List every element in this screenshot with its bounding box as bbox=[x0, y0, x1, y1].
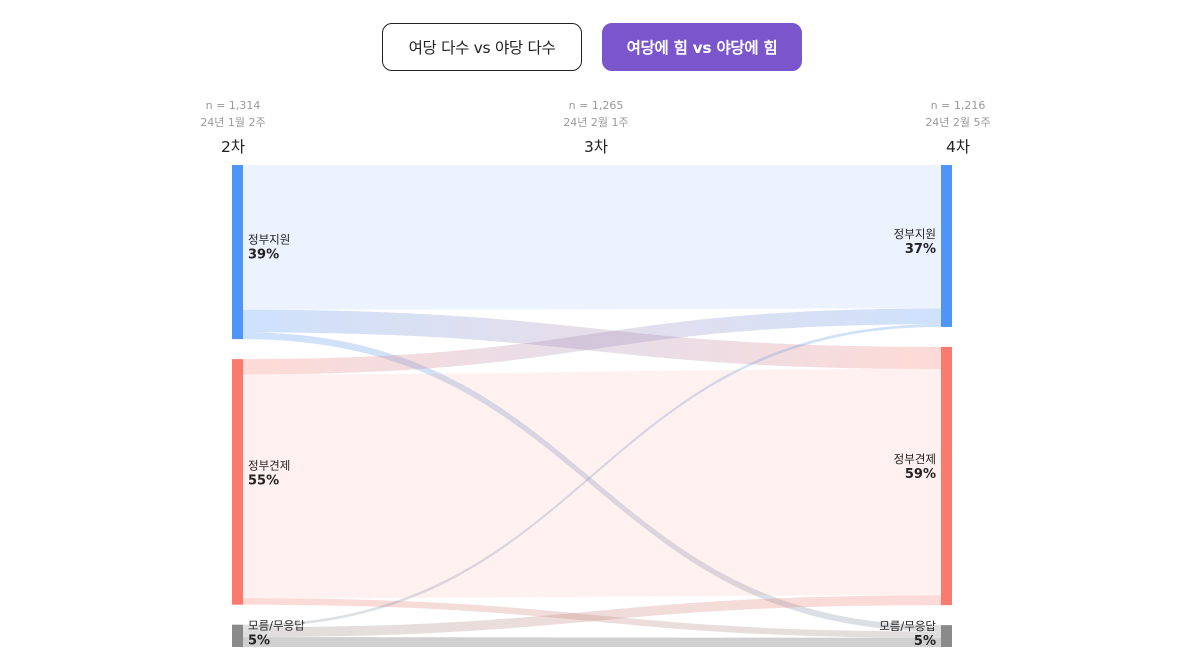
target-node-label-support: 정부지원 bbox=[894, 227, 936, 241]
flow-links bbox=[243, 165, 941, 647]
majority-toggle-button[interactable]: 여당 다수 vs 야당 다수 bbox=[382, 23, 582, 71]
sankey-nodes: 정부지원39%정부견제55%모름/무응답5%정부지원37%정부견제59%모름/무… bbox=[232, 165, 952, 649]
power-toggle-button[interactable]: 여당에 힘 vs 야당에 힘 bbox=[602, 23, 802, 71]
target-node-pct-check: 59% bbox=[905, 467, 936, 482]
flow-support-to-support bbox=[243, 165, 941, 310]
source-node-unknown bbox=[232, 624, 243, 647]
source-node-label-check: 정부견제 bbox=[248, 459, 290, 473]
flow-unknown-to-support bbox=[243, 324, 941, 628]
wave-header-4: n = 1,216 24년 2월 5주 4차 bbox=[883, 97, 1033, 158]
flow-unknown-to-unknown bbox=[243, 637, 941, 647]
wave-label: 3차 bbox=[583, 138, 609, 156]
wave-sample-size: n = 1,265 bbox=[568, 99, 624, 112]
target-node-support bbox=[941, 165, 952, 327]
source-node-pct-unknown: 5% bbox=[248, 634, 270, 649]
target-node-unknown bbox=[941, 625, 952, 647]
wave-sample-size: n = 1,216 bbox=[930, 99, 986, 112]
wave-header-3: n = 1,265 24년 2월 1주 3차 bbox=[521, 97, 671, 158]
flow-check-to-support bbox=[243, 308, 941, 375]
wave-date: 24년 2월 5주 bbox=[925, 116, 991, 129]
wave-date: 24년 1월 2주 bbox=[200, 116, 266, 129]
target-node-pct-unknown: 5% bbox=[914, 634, 936, 649]
source-node-label-support: 정부지원 bbox=[248, 232, 290, 246]
source-node-pct-support: 39% bbox=[248, 247, 279, 262]
target-node-pct-support: 37% bbox=[905, 242, 936, 257]
target-node-check bbox=[941, 346, 952, 606]
wave-label: 2차 bbox=[220, 138, 246, 156]
source-node-check bbox=[232, 359, 243, 605]
source-node-pct-check: 55% bbox=[248, 474, 279, 489]
source-node-support bbox=[232, 165, 243, 340]
wave-label: 4차 bbox=[945, 138, 971, 156]
wave-header-2: n = 1,314 24년 1월 2주 2차 bbox=[158, 97, 308, 158]
flow-check-to-check bbox=[243, 369, 941, 599]
comparison-toggle: 여당 다수 vs 야당 다수 여당에 힘 vs 야당에 힘 bbox=[382, 23, 802, 71]
flow-unknown-to-check bbox=[243, 595, 941, 638]
flow-support-to-unknown bbox=[243, 332, 941, 632]
target-node-label-unknown: 모름/무응답 bbox=[879, 619, 936, 633]
target-node-label-check: 정부견제 bbox=[894, 452, 936, 466]
wave-date: 24년 2월 1주 bbox=[563, 116, 629, 129]
wave-sample-size: n = 1,314 bbox=[205, 99, 261, 112]
source-node-label-unknown: 모름/무응답 bbox=[248, 619, 305, 633]
